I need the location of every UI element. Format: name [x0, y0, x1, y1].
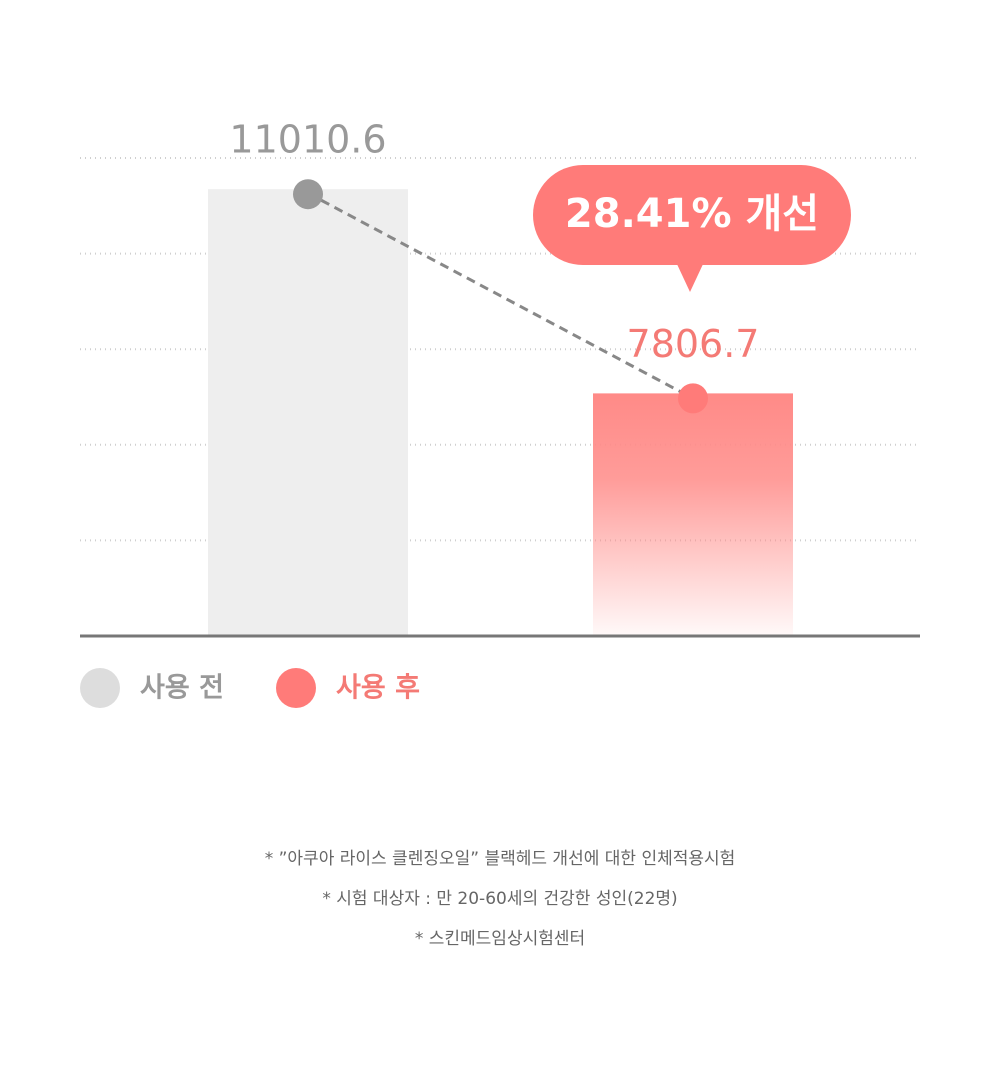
legend-label: 사용 후	[336, 673, 420, 704]
bar	[593, 393, 793, 636]
bar	[208, 189, 408, 636]
point	[293, 179, 323, 210]
value-label: 11010.6	[229, 118, 386, 162]
trend-line	[307, 191, 694, 400]
callout-box	[533, 165, 851, 265]
footnote: * ”아쿠아 라이스 클렌징오일” 블랙헤드 개선에 대한 인체적용시험	[265, 849, 736, 869]
point	[678, 383, 708, 414]
value-label: 7806.7	[627, 322, 760, 366]
footnote: * 시험 대상자 : 만 20-60세의 건강한 성인(22명)	[322, 889, 677, 909]
legend-label: 사용 전	[140, 673, 224, 704]
footnote: * 스킨메드임상시험센터	[415, 929, 585, 949]
callout-text: 28.41% 개선	[565, 191, 819, 237]
legend-swatch	[80, 668, 120, 708]
callout-pointer	[676, 262, 704, 292]
legend-swatch	[276, 668, 316, 708]
